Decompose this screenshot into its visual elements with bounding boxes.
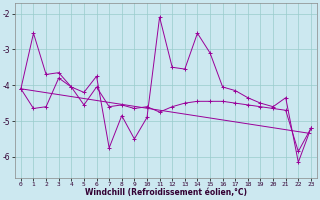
X-axis label: Windchill (Refroidissement éolien,°C): Windchill (Refroidissement éolien,°C): [85, 188, 247, 197]
